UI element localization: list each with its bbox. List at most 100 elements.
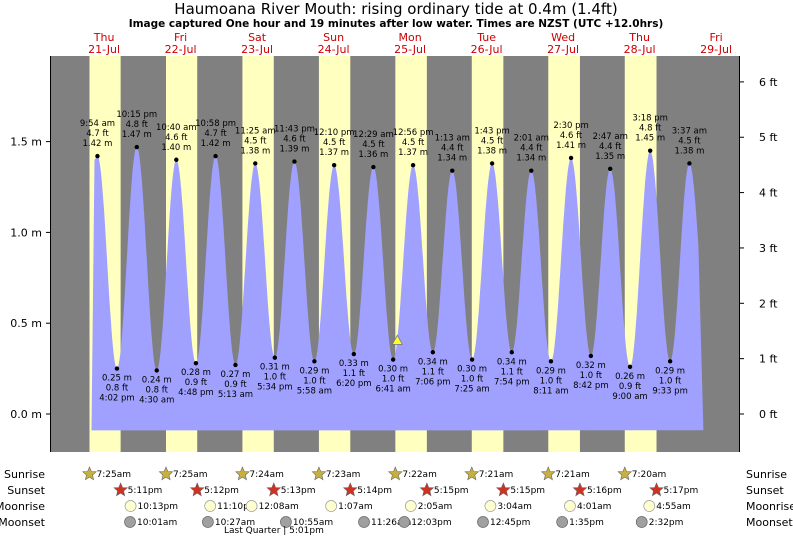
- high-tide-height: 1.42 m: [82, 139, 112, 149]
- high-tide-height: 1.42 m: [201, 139, 231, 149]
- low-tide-dot: [312, 359, 317, 364]
- low-tide-feet: 1.1 ft: [501, 367, 524, 377]
- sunset-time: 5:13pm: [281, 486, 316, 496]
- high-tide-feet: 4.6 ft: [283, 135, 306, 145]
- high-tide-feet: 4.5 ft: [402, 138, 425, 148]
- sunrise-row-label-left: Sunrise: [4, 468, 45, 481]
- high-tide-feet: 4.5 ft: [481, 136, 504, 146]
- sunrise-time: 7:22am: [402, 470, 437, 480]
- moonrise-row-label-left: Moonrise: [0, 500, 45, 513]
- low-tide-height: 0.29 m: [299, 366, 329, 376]
- moonset-time: 10:27am: [215, 518, 255, 528]
- moonrise-time: 4:55am: [656, 502, 691, 512]
- moonset-icon: [124, 516, 136, 528]
- high-tide-dot: [608, 166, 613, 172]
- right-axis-tick-label: 2 ft: [759, 297, 778, 310]
- sunset-time: 5:15pm: [510, 486, 545, 496]
- low-tide-feet: 0.8 ft: [146, 385, 169, 395]
- day-name-label: Fri: [710, 31, 723, 44]
- day-date-label: 22-Jul: [165, 43, 197, 56]
- sunrise-icon: [387, 466, 403, 481]
- day-name-label: Wed: [551, 31, 575, 44]
- low-tide-height: 0.27 m: [221, 370, 251, 380]
- day-date-label: 21-Jul: [88, 43, 120, 56]
- low-tide-time: 7:25 am: [454, 385, 489, 395]
- low-tide-height: 0.26 m: [615, 372, 645, 382]
- high-tide-dot: [253, 161, 258, 166]
- day-name-label: Mon: [399, 31, 422, 44]
- moonrise-time: 10:13pm: [138, 502, 178, 512]
- low-tide-dot: [627, 364, 633, 369]
- high-tide-time: 1:13 am: [435, 134, 470, 144]
- sunset-icon: [572, 482, 588, 497]
- axes: Thu21-JulFri22-JulSat23-JulSun24-JulMon2…: [10, 31, 778, 452]
- right-axis-tick-label: 3 ft: [759, 242, 778, 255]
- low-tide-time: 7:06 pm: [415, 377, 450, 387]
- high-tide-dot: [687, 161, 692, 166]
- right-axis-tick-label: 0 ft: [759, 408, 778, 421]
- high-tide-height: 1.39 m: [279, 145, 309, 155]
- low-tide-height: 0.34 m: [418, 357, 448, 367]
- low-tide-time: 9:33 pm: [652, 386, 687, 396]
- high-tide-time: 3:37 am: [672, 126, 707, 136]
- sunrise-time: 7:23am: [326, 470, 361, 480]
- high-tide-height: 1.47 m: [122, 130, 152, 140]
- low-tide-height: 0.34 m: [497, 357, 527, 367]
- high-tide-time: 10:58 pm: [195, 119, 236, 129]
- moonrise-icon: [124, 500, 137, 512]
- moonset-row-label-left: Moonset: [0, 516, 46, 529]
- moonset-time: 12:03pm: [411, 518, 451, 528]
- high-tide-time: 10:40 am: [156, 123, 197, 133]
- moonset-time: 11:26am: [371, 518, 411, 528]
- high-tide-feet: 4.5 ft: [362, 140, 385, 150]
- high-tide-dot: [371, 164, 376, 170]
- low-tide-time: 8:11 am: [533, 386, 568, 396]
- low-tide-feet: 1.0 ft: [303, 376, 326, 386]
- tide-markers: 9:54 am4.7 ft1.42 m0.25 m0.8 ft4:02 pm10…: [80, 110, 707, 405]
- moonset-icon: [202, 516, 214, 528]
- low-tide-height: 0.28 m: [181, 368, 211, 378]
- high-tide-height: 1.34 m: [437, 154, 467, 164]
- high-tide-time: 11:25 am: [235, 126, 276, 136]
- high-tide-height: 1.35 m: [595, 152, 625, 162]
- sunset-time: 5:17pm: [664, 486, 699, 496]
- low-tide-feet: 1.1 ft: [422, 367, 445, 377]
- sunrise-icon: [464, 466, 480, 481]
- sunset-time: 5:12pm: [204, 486, 239, 496]
- moon-phase-label: Last Quarter | 5:01pm: [224, 526, 324, 536]
- low-tide-feet: 1.0 ft: [382, 375, 405, 385]
- moonrise-icon: [245, 500, 258, 512]
- left-axis-tick-label: 1.5 m: [10, 136, 42, 149]
- high-tide-time: 10:15 pm: [116, 110, 157, 120]
- low-tide-time: 5:58 am: [297, 386, 332, 396]
- moonrise-time: 2:05am: [418, 502, 453, 512]
- moonset-time: 10:55am: [293, 518, 333, 528]
- right-axis-tick-label: 1 ft: [759, 353, 778, 366]
- low-tide-dot: [114, 366, 120, 371]
- low-tide-time: 4:30 am: [139, 395, 174, 405]
- high-tide-height: 1.37 m: [319, 148, 349, 158]
- low-tide-feet: 0.9 ft: [185, 378, 208, 388]
- high-tide-feet: 4.8 ft: [639, 124, 662, 134]
- high-tide-height: 1.34 m: [516, 154, 546, 164]
- day-name-label: Sun: [323, 31, 344, 44]
- low-tide-feet: 1.0 ft: [580, 371, 603, 381]
- low-tide-height: 0.30 m: [457, 365, 487, 375]
- sunrise-time: 7:25am: [173, 470, 208, 480]
- sunset-time: 5:15pm: [434, 486, 469, 496]
- low-tide-time: 6:41 am: [375, 385, 410, 395]
- sunset-icon: [113, 482, 129, 497]
- high-tide-feet: 4.4 ft: [441, 144, 464, 154]
- high-tide-dot: [647, 148, 653, 153]
- day-date-label: 26-Jul: [471, 43, 503, 56]
- high-tide-dot: [410, 163, 416, 168]
- low-tide-dot: [351, 351, 357, 357]
- high-tide-feet: 4.8 ft: [126, 120, 149, 130]
- low-tide-time: 7:54 pm: [494, 377, 529, 387]
- sunset-icon: [649, 482, 664, 497]
- low-tide-dot: [548, 359, 554, 364]
- low-tide-height: 0.29 m: [655, 366, 685, 376]
- sunrise-icon: [82, 466, 97, 481]
- day-date-label: 23-Jul: [241, 43, 273, 56]
